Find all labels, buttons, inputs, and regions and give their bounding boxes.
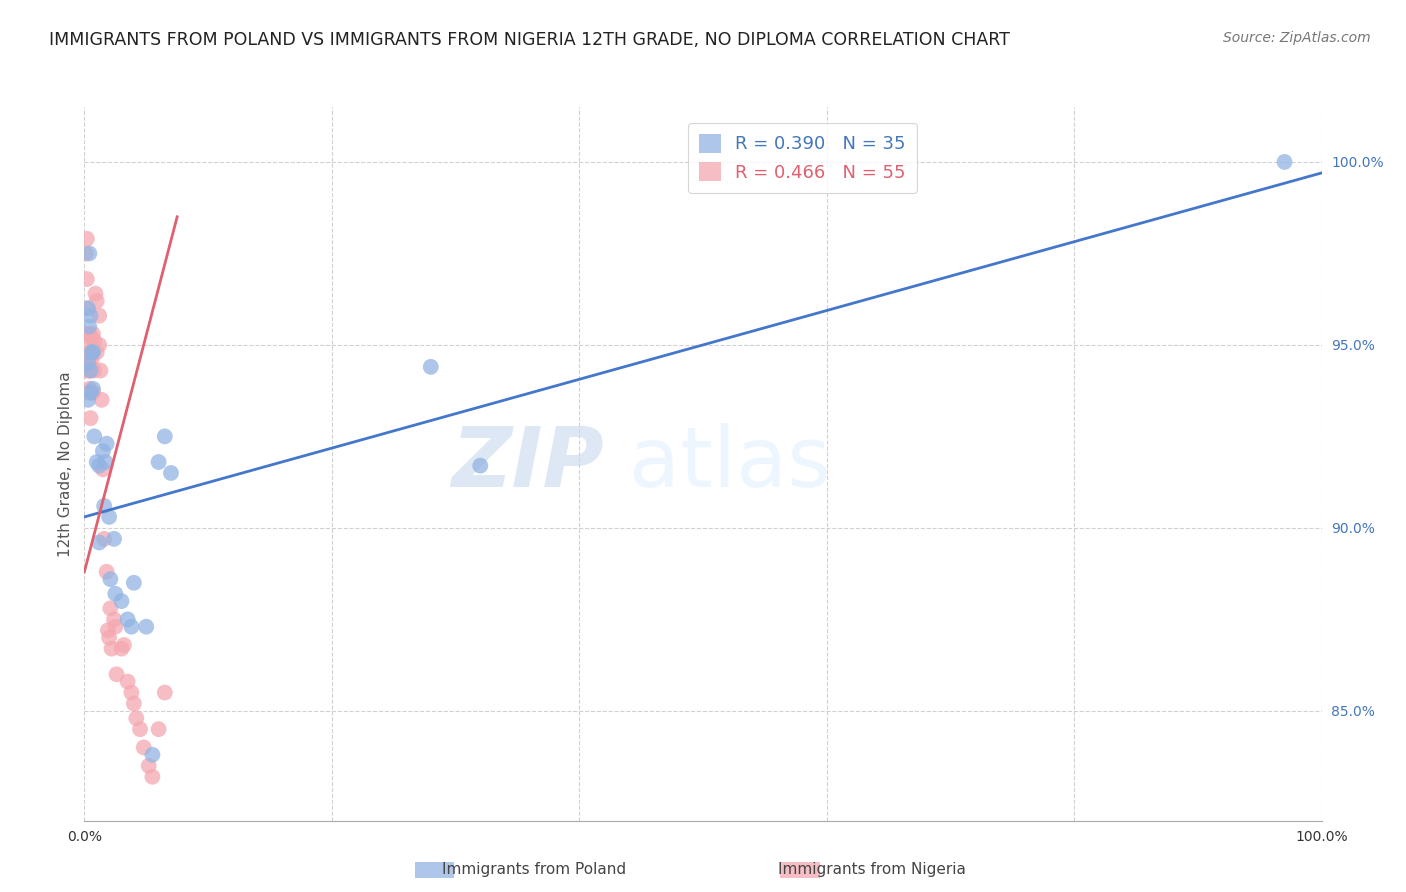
Point [80,330,103,344]
Point [104,587,127,601]
Text: atlas: atlas [628,424,831,504]
Point [98,631,121,645]
Point [89,309,111,323]
Point [77,363,100,377]
Point [79,309,101,323]
Point [82,382,104,396]
Point [148,455,170,469]
Point [79,326,101,341]
Point [96,565,118,579]
Point [91,462,114,476]
Point [77,392,100,407]
Point [1274,155,1296,169]
Point [153,685,176,699]
Point [79,385,101,400]
Point [83,363,105,377]
Point [110,594,132,608]
Point [76,272,98,286]
Point [83,334,105,349]
Point [125,711,148,725]
Point [86,293,108,308]
Point [82,345,104,359]
Legend: R = 0.390   N = 35, R = 0.466   N = 55: R = 0.390 N = 35, R = 0.466 N = 55 [689,123,917,193]
Point [94,455,117,469]
Point [77,301,100,316]
Point [135,620,157,634]
Point [84,286,107,301]
Point [153,429,176,443]
Point [96,436,118,450]
Text: IMMIGRANTS FROM POLAND VS IMMIGRANTS FROM NIGERIA 12TH GRADE, NO DIPLOMA CORRELA: IMMIGRANTS FROM POLAND VS IMMIGRANTS FRO… [49,31,1010,49]
Point [76,301,98,316]
Point [79,411,101,425]
Point [103,612,125,626]
Point [79,345,101,359]
Point [86,455,108,469]
Point [117,674,139,689]
Text: ZIP: ZIP [451,424,605,504]
Point [89,363,111,377]
Point [98,601,121,615]
Point [80,345,103,359]
Point [105,667,128,681]
Point [79,385,101,400]
Point [79,319,101,334]
Point [75,363,97,377]
Point [110,641,132,656]
Point [89,458,111,473]
Point [91,444,114,458]
Point [80,352,103,367]
Y-axis label: 12th Grade, No Diploma: 12th Grade, No Diploma [58,371,73,557]
Point [79,356,101,370]
Point [82,345,104,359]
Point [470,458,492,473]
Point [89,535,111,549]
Point [141,770,163,784]
Point [103,532,125,546]
Point [97,624,120,638]
Point [122,697,145,711]
Point [83,429,105,443]
Point [104,620,127,634]
Point [76,232,98,246]
Point [98,509,121,524]
Point [98,572,121,586]
Point [112,638,135,652]
Point [122,575,145,590]
Text: Immigrants from Poland: Immigrants from Poland [443,863,626,877]
Point [132,740,155,755]
Point [79,382,101,396]
Point [90,392,112,407]
Text: Immigrants from Nigeria: Immigrants from Nigeria [778,863,966,877]
Point [93,499,115,513]
Point [79,246,101,260]
Point [148,722,170,736]
Point [160,466,183,480]
Point [141,747,163,762]
Point [80,385,103,400]
Point [120,685,142,699]
Point [79,363,101,377]
Point [77,385,100,400]
Point [79,345,101,359]
Point [79,363,101,377]
Point [82,326,104,341]
Point [77,349,100,363]
Point [120,620,142,634]
Point [89,338,111,352]
Point [82,385,104,400]
Point [75,246,97,260]
Point [93,532,115,546]
Point [76,330,98,344]
Point [100,641,122,656]
Point [129,722,152,736]
Point [77,356,100,370]
Point [117,612,139,626]
Point [77,326,100,341]
Text: Source: ZipAtlas.com: Source: ZipAtlas.com [1223,31,1371,45]
Point [419,359,441,374]
Point [86,345,108,359]
Point [138,758,160,772]
